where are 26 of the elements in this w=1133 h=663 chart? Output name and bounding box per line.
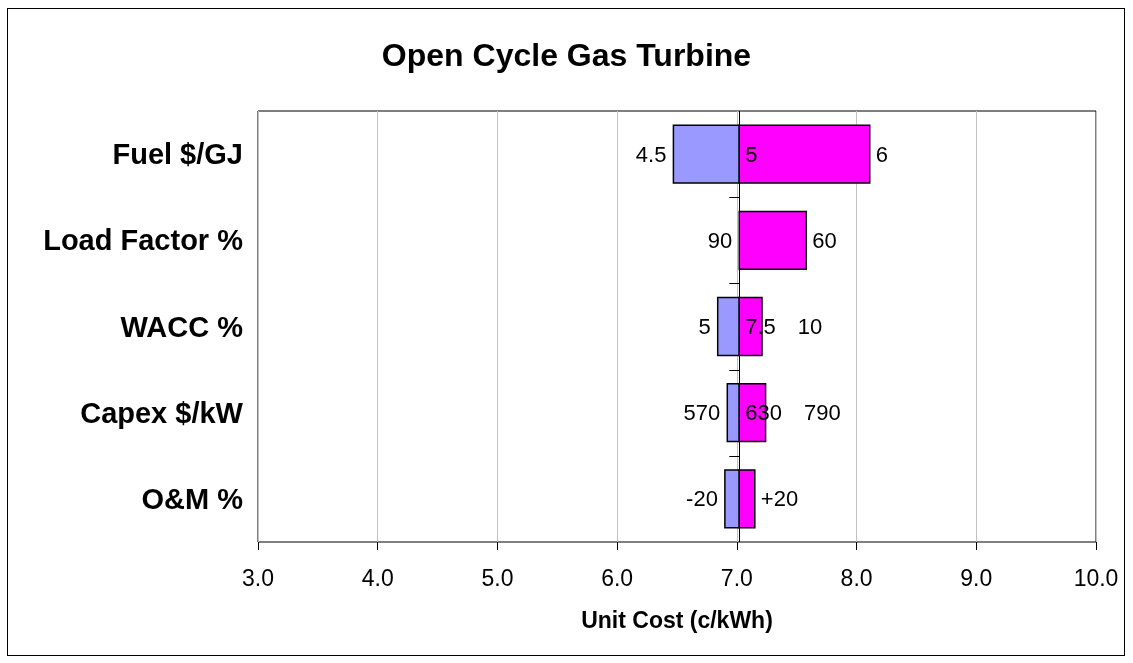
x-tick-label: 6.0 — [601, 564, 634, 591]
annotation: 10 — [797, 314, 823, 339]
y-tick-label: Load Factor % — [43, 224, 244, 257]
x-tick-label: 8.0 — [840, 564, 873, 591]
annotation: 60 — [812, 227, 837, 253]
annotation: +20 — [760, 486, 799, 512]
y-tick-label: WACC % — [120, 310, 244, 343]
annotation: 4.5 — [635, 141, 667, 167]
y-tick-label: Fuel $/GJ — [112, 138, 243, 171]
x-tick-label: 3.0 — [242, 564, 274, 591]
annotation: 5 — [745, 141, 758, 167]
x-tick-label: 10.0 — [1073, 564, 1119, 591]
annotation: 90 — [707, 227, 733, 253]
chart-title: Open Cycle Gas Turbine — [381, 37, 752, 73]
annotation: 6 — [875, 141, 888, 167]
annotation: 790 — [803, 400, 841, 426]
annotation: 5 — [698, 314, 711, 339]
annotation: -20 — [686, 486, 718, 512]
x-axis-title: Unit Cost (c/kWh) — [581, 606, 773, 633]
y-tick-label: O&M % — [141, 482, 244, 515]
x-tick-label: 9.0 — [960, 564, 993, 591]
x-tick-label: 4.0 — [361, 564, 394, 591]
x-tick-label: 7.0 — [720, 564, 753, 591]
annotation: 570 — [683, 400, 721, 426]
y-tick-label: Capex $/kW — [80, 396, 244, 429]
x-tick-label: 5.0 — [481, 564, 514, 591]
